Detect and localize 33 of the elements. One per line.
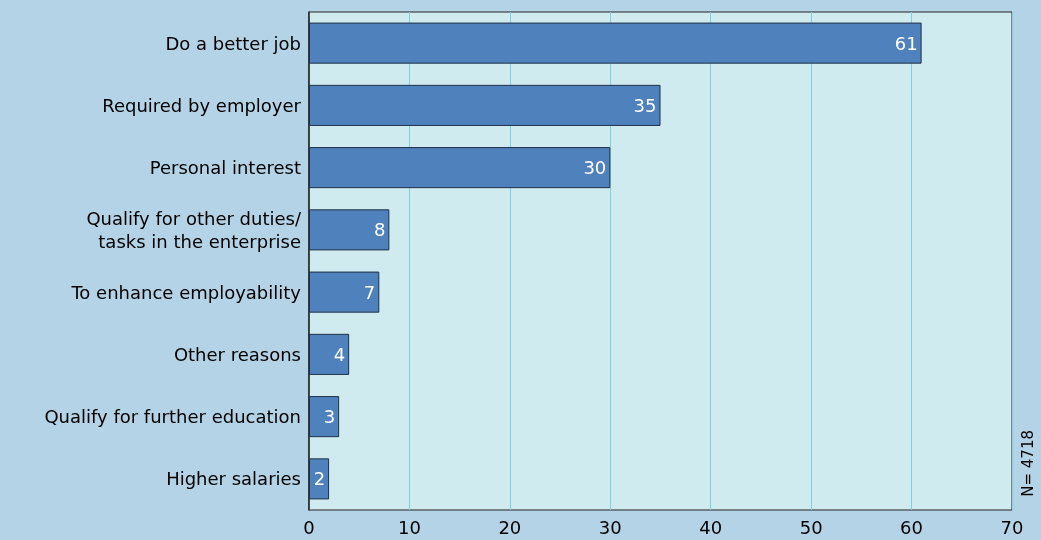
bar: [309, 396, 340, 438]
y-tick-label: Do a better job: [165, 32, 301, 54]
data-label: 8: [373, 219, 386, 241]
data-label: 30: [583, 157, 607, 179]
x-tick-label: 70: [1000, 516, 1024, 538]
bar: [309, 333, 350, 375]
bar: [309, 84, 661, 126]
bar: [309, 271, 380, 313]
x-tick-label: 0: [303, 516, 315, 538]
y-tick-label: Qualify for further education: [44, 406, 301, 428]
data-label: 3: [323, 406, 336, 428]
x-tick-label: 50: [799, 516, 823, 538]
data-label: 61: [894, 32, 918, 54]
data-label: 2: [313, 468, 326, 490]
x-tick-label: 20: [498, 516, 522, 538]
x-tick-label: 30: [598, 516, 622, 538]
y-tick-label: Qualify for other duties/ tasks in the enterprise: [86, 207, 302, 252]
data-label: 4: [333, 343, 346, 365]
x-tick-label: 60: [900, 516, 924, 538]
data-label: 7: [363, 281, 376, 303]
bar: [309, 22, 922, 64]
bar: [309, 147, 611, 189]
y-tick-label: Other reasons: [173, 343, 301, 365]
x-tick-label: 10: [397, 516, 421, 538]
bar: [309, 209, 390, 251]
y-tick-label: Higher salaries: [166, 468, 301, 490]
text: N= 4718: [1018, 430, 1037, 497]
y-tick-label: Personal interest: [149, 157, 301, 179]
x-tick-label: 40: [699, 516, 723, 538]
y-tick-label: To enhance employability: [70, 281, 302, 303]
data-label: 35: [633, 94, 657, 116]
y-tick-label: Required by employer: [102, 94, 302, 116]
bar: [309, 458, 330, 500]
